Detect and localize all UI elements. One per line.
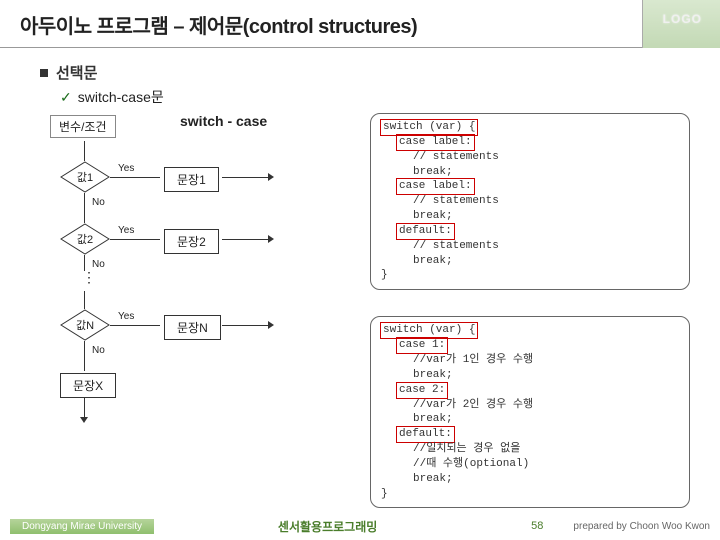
flow-diamond-2: 값2 — [60, 223, 110, 255]
code-hl: case label: — [397, 135, 474, 150]
code-hl: case 2: — [397, 383, 447, 398]
flow-stmt-1: 문장1 — [164, 167, 219, 192]
code-line: break; — [381, 209, 679, 224]
flow-no-1: No — [92, 197, 105, 208]
code-hl: default: — [397, 427, 454, 442]
code-line: // statements — [381, 194, 679, 209]
code-line: } — [381, 488, 388, 500]
flow-line — [222, 239, 268, 240]
section-heading: 선택문 — [56, 62, 97, 83]
code-boxes: switch (var) { case label: // statements… — [370, 113, 690, 508]
code-box-example: switch (var) { case 1: //var가 1인 경우 수행 b… — [370, 316, 690, 508]
flow-line — [110, 325, 160, 326]
check-icon: ✓ — [60, 89, 72, 106]
flow-line — [84, 193, 85, 223]
flow-line — [84, 291, 85, 309]
flow-stmt-x: 문장X — [60, 373, 116, 398]
code-line: // statements — [381, 239, 679, 254]
main-area: 변수/조건 switch - case 값1 Yes 문장1 No 값2 Yes — [40, 113, 690, 508]
code-line: //일치되는 경우 없을 — [381, 442, 679, 457]
flow-yes-1: Yes — [118, 163, 134, 174]
title-bar: 아두이노 프로그램 – 제어문(control structures) LOGO — [0, 0, 720, 48]
subsection-row: ✓ switch-case문 — [60, 87, 690, 107]
flow-dots: ⋮ — [82, 273, 96, 281]
code-line: break; — [381, 254, 679, 269]
code-line: break; — [381, 472, 679, 487]
section-heading-row: 선택문 — [40, 62, 690, 83]
flow-diamond-1: 값1 — [60, 161, 110, 193]
footer: Dongyang Mirae University 센서활용프로그래밍 58 p… — [0, 512, 720, 540]
flow-line — [84, 141, 85, 161]
code-line: break; — [381, 412, 679, 427]
code-line: //var가 2인 경우 수행 — [381, 398, 679, 413]
flow-line — [110, 239, 160, 240]
code-line: } — [381, 269, 388, 281]
code-line: // statements — [381, 150, 679, 165]
code-line: break; — [381, 165, 679, 180]
code-hl: case label: — [397, 179, 474, 194]
flow-yes-n: Yes — [118, 311, 134, 322]
arrow-icon — [268, 235, 274, 243]
flow-diamond-1-label: 값1 — [60, 169, 110, 185]
flow-no-n: No — [92, 345, 105, 356]
flowchart: 변수/조건 switch - case 값1 Yes 문장1 No 값2 Yes — [40, 113, 360, 473]
flow-var-label: 변수/조건 — [50, 115, 116, 138]
arrow-icon — [80, 417, 88, 423]
footer-course: 센서활용프로그래밍 — [154, 518, 501, 535]
flow-diamond-n: 값N — [60, 309, 110, 341]
subsection-text: switch-case문 — [78, 87, 164, 107]
flow-line — [222, 325, 268, 326]
code-hl: switch (var) { — [381, 120, 477, 135]
code-line: break; — [381, 368, 679, 383]
footer-page: 58 — [531, 520, 543, 532]
flow-stmt-n: 문장N — [164, 315, 221, 340]
code-hl: case 1: — [397, 338, 447, 353]
logo-badge: LOGO — [642, 0, 720, 48]
flow-diamond-2-label: 값2 — [60, 231, 110, 247]
code-hl: switch (var) { — [381, 323, 477, 338]
page-title: 아두이노 프로그램 – 제어문(control structures) — [0, 0, 720, 39]
content-area: 선택문 ✓ switch-case문 변수/조건 switch - case 값… — [0, 48, 720, 508]
code-line: //때 수행(optional) — [381, 457, 679, 472]
flow-diamond-n-label: 값N — [60, 317, 110, 333]
code-line: //var가 1인 경우 수행 — [381, 353, 679, 368]
flow-line — [84, 341, 85, 371]
bullet-icon — [40, 69, 48, 77]
flow-yes-2: Yes — [118, 225, 134, 236]
flow-line — [222, 177, 268, 178]
flow-title: switch - case — [180, 113, 267, 129]
code-box-generic: switch (var) { case label: // statements… — [370, 113, 690, 290]
logo-text: LOGO — [663, 12, 702, 26]
arrow-icon — [268, 321, 274, 329]
code-hl: default: — [397, 224, 454, 239]
footer-university: Dongyang Mirae University — [10, 519, 154, 534]
flow-stmt-2: 문장2 — [164, 229, 219, 254]
flow-line — [84, 397, 85, 417]
arrow-icon — [268, 173, 274, 181]
footer-author: prepared by Choon Woo Kwon — [573, 521, 710, 532]
flow-line — [110, 177, 160, 178]
